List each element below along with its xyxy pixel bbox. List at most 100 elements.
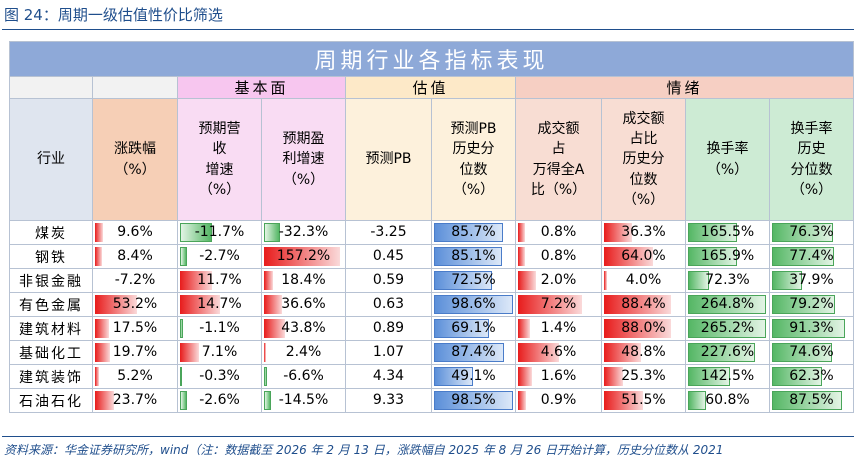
- pb-cell-value: 9.33: [372, 392, 405, 408]
- volume-share-cell: 0.8%: [515, 220, 602, 245]
- turnover-percentile-cell: 91.3%: [769, 316, 854, 341]
- profit-growth-cell: 157.2%: [261, 244, 346, 269]
- change-cell-value: 8.4%: [117, 248, 153, 264]
- table-title: 周期行业各指标表现: [9, 41, 854, 77]
- turnover-percentile-cell: 76.3%: [769, 220, 854, 245]
- volume-percentile-cell: 64.0%: [601, 244, 686, 269]
- profit-growth-cell-value: 18.4%: [281, 272, 326, 288]
- pb-cell: 9.33: [345, 388, 432, 413]
- rev-growth-cell: 7.1%: [177, 340, 262, 365]
- header-line: 占比: [629, 131, 658, 148]
- volume-share-cell-value: 2.0%: [540, 272, 577, 288]
- rev-growth-cell-value: 11.7%: [197, 272, 242, 288]
- volume-percentile-cell: 48.8%: [601, 340, 686, 365]
- rev-growth-cell: -11.7%: [177, 220, 262, 245]
- turnover-percentile-cell-value: 76.3%: [789, 224, 834, 240]
- header-line: 预期盈: [282, 131, 325, 148]
- industry-name: 基础化工: [9, 340, 93, 365]
- pb-percentile-cell-bar: [434, 223, 503, 242]
- volume-share-cell-bar: [518, 319, 531, 338]
- pb-percentile-cell: 72.5%: [431, 268, 516, 293]
- volume-percentile-cell-bar: [604, 223, 632, 242]
- header-line: 位数: [459, 161, 488, 178]
- turnover-cell-bar: [688, 223, 737, 242]
- rev-growth-cell: -2.6%: [177, 388, 262, 413]
- pb-cell-value: 0.45: [372, 248, 405, 264]
- profit-growth-cell-value: 36.6%: [281, 296, 326, 312]
- turnover-cell: 264.8%: [685, 292, 770, 317]
- header-line: 换手率: [706, 141, 749, 158]
- volume-percentile-cell-value: 51.5%: [621, 392, 666, 408]
- header-line: （%）: [114, 161, 156, 178]
- turnover-percentile-cell-bar: [772, 223, 834, 242]
- pb-percentile-cell: 87.4%: [431, 340, 516, 365]
- group-sentiment: 情绪: [515, 76, 854, 99]
- header-line: 历史分: [622, 151, 665, 168]
- turnover-percentile-cell-value: 79.2%: [789, 296, 834, 312]
- rev-growth-cell-bar: [180, 391, 188, 410]
- profit-growth-cell-bar: [264, 367, 268, 386]
- header-line: 增速: [205, 161, 234, 178]
- pb-cell-value: 4.34: [372, 368, 405, 384]
- turnover-percentile-cell-value: 91.3%: [789, 320, 834, 336]
- rev-growth-cell-value: 14.7%: [197, 296, 242, 312]
- change-cell: 53.2%: [92, 292, 178, 317]
- volume-percentile-cell-bar: [604, 295, 672, 314]
- volume-percentile-cell-bar: [604, 367, 624, 386]
- turnover-cell-bar: [688, 343, 756, 362]
- industry-name: 建筑装饰: [9, 364, 93, 389]
- header-line: 分位数: [790, 161, 833, 178]
- pb-percentile-cell-bar: [434, 271, 492, 290]
- pb-cell-value: 0.63: [372, 296, 405, 312]
- pb-cell: 0.45: [345, 244, 432, 269]
- pb-percentile-cell-bar: [434, 343, 504, 362]
- volume-share-cell-value: 0.8%: [540, 248, 577, 264]
- rev-growth-cell-bar: [180, 343, 200, 362]
- volume-share-cell: 7.2%: [515, 292, 602, 317]
- change-cell-bar: [95, 391, 114, 410]
- turnover-percentile-cell-value: 74.6%: [789, 344, 834, 360]
- pb-cell-value: 0.89: [372, 320, 405, 336]
- change-cell-value: 53.2%: [112, 296, 158, 312]
- change-cell-bar: [95, 319, 109, 338]
- industry-name: 非银金融: [9, 268, 93, 293]
- turnover-cell-value: 265.2%: [700, 320, 755, 336]
- turnover-percentile-cell-bar: [772, 391, 842, 410]
- figure-caption: 图 24：周期一级估值性价比筛选: [4, 6, 223, 24]
- profit-growth-cell-bar: [264, 319, 286, 338]
- rev-growth-cell: -2.7%: [177, 244, 262, 269]
- volume-share-cell: 1.4%: [515, 316, 602, 341]
- industry-name: 有色金属: [9, 292, 93, 317]
- volume-percentile-cell-bar: [604, 247, 653, 266]
- group-blank-industry: [9, 76, 93, 99]
- pb-percentile-cell-value: 87.4%: [451, 344, 496, 360]
- rev-growth-cell-bar: [180, 295, 220, 314]
- header-turnover: 换手率 （%）: [685, 98, 770, 221]
- turnover-cell-value: 142.5%: [700, 368, 755, 384]
- profit-growth-cell-bar: [264, 295, 282, 314]
- pb-percentile-cell: 98.5%: [431, 388, 516, 413]
- pb-percentile-cell: 85.7%: [431, 220, 516, 245]
- volume-percentile-cell-value: 48.8%: [621, 344, 666, 360]
- profit-growth-cell-value: -14.5%: [278, 392, 329, 408]
- turnover-cell-bar: [688, 367, 731, 386]
- volume-share-cell-bar: [518, 271, 536, 290]
- header-line: 历史: [797, 141, 826, 158]
- turnover-cell-bar: [688, 295, 767, 314]
- pb-cell: 0.89: [345, 316, 432, 341]
- volume-share-cell-bar: [518, 391, 526, 410]
- table-row: 建筑装饰 5.2% -0.3% -6.6% 4.34 49.1% 1.6% 25.3% 142.…: [9, 364, 854, 389]
- header-profit-growth: 预期盈 利增速 （%）: [261, 98, 346, 221]
- pb-percentile-cell: 49.1%: [431, 364, 516, 389]
- profit-growth-cell: 2.4%: [261, 340, 346, 365]
- volume-percentile-cell-value: 64.0%: [621, 248, 666, 264]
- volume-percentile-cell: 36.3%: [601, 220, 686, 245]
- volume-share-cell-bar: [518, 247, 526, 266]
- profit-growth-cell-value: -6.6%: [283, 368, 324, 384]
- group-basic: 基本面: [177, 76, 346, 99]
- industry-name: 建筑材料: [9, 316, 93, 341]
- turnover-cell: 60.8%: [685, 388, 770, 413]
- volume-share-cell-value: 1.4%: [540, 320, 577, 336]
- turnover-cell: 227.6%: [685, 340, 770, 365]
- header-pb-percentile: 预测PB 历史分 位数 （%）: [431, 98, 516, 221]
